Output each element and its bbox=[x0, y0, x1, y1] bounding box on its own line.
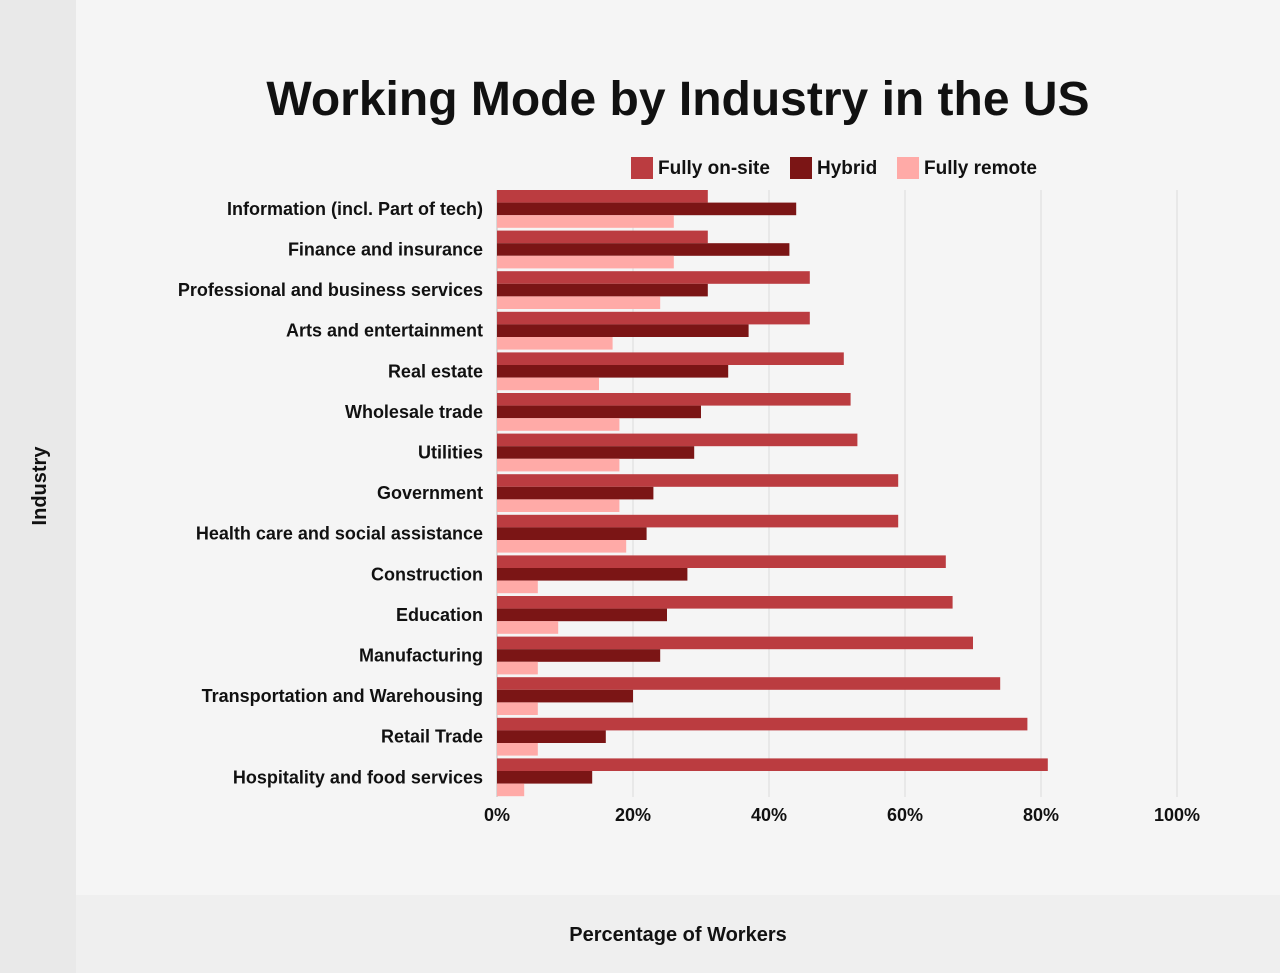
bar-fully-remote bbox=[497, 255, 674, 269]
bar-fully-remote bbox=[497, 743, 538, 756]
left-strip bbox=[0, 0, 76, 973]
bar-fully-remote bbox=[497, 377, 599, 391]
bar-hybrid bbox=[497, 405, 701, 419]
bar-fully-remote bbox=[497, 540, 627, 553]
bar-fully-remote bbox=[497, 296, 661, 309]
legend-label: Fully remote bbox=[924, 158, 1037, 179]
category-label: Wholesale trade bbox=[345, 402, 483, 422]
legend: Fully on-site Hybrid Fully remote bbox=[631, 157, 1037, 179]
bar-fully-on-site bbox=[497, 474, 899, 487]
bar-hybrid bbox=[497, 324, 749, 337]
chart-title: Working Mode by Industry in the US bbox=[266, 73, 1089, 126]
bar-fully-remote bbox=[497, 702, 538, 715]
category-labels: Information (incl. Part of tech) Finance … bbox=[178, 199, 483, 787]
bar-fully-remote bbox=[497, 418, 620, 431]
y-axis-label: Industry bbox=[29, 446, 51, 526]
bar-fully-on-site bbox=[497, 190, 708, 203]
bar-fully-remote bbox=[497, 337, 613, 350]
bar-hybrid bbox=[497, 202, 797, 216]
category-label: Government bbox=[377, 483, 483, 503]
category-label: Retail Trade bbox=[381, 727, 483, 747]
bar-hybrid bbox=[497, 243, 790, 256]
category-label: Transportation and Warehousing bbox=[202, 686, 483, 706]
bar-hybrid bbox=[497, 283, 708, 297]
category-label: Hospitality and food services bbox=[233, 767, 483, 787]
x-tick-label: 80% bbox=[1023, 805, 1059, 825]
bar-hybrid bbox=[497, 730, 606, 743]
bar-fully-on-site bbox=[497, 717, 1028, 731]
bar-fully-on-site bbox=[497, 758, 1048, 771]
category-label: Real estate bbox=[388, 361, 483, 381]
bar-fully-on-site bbox=[497, 636, 973, 650]
legend-swatch bbox=[631, 157, 653, 179]
bar-fully-remote bbox=[497, 458, 620, 472]
bar-fully-on-site bbox=[497, 677, 1001, 690]
bar-fully-on-site bbox=[497, 596, 953, 609]
category-label: Information (incl. Part of tech) bbox=[227, 199, 483, 219]
bottom-band bbox=[76, 895, 1280, 973]
bar-fully-remote bbox=[497, 580, 538, 594]
x-tick-label: 0% bbox=[484, 805, 510, 825]
category-label: Health care and social assistance bbox=[196, 524, 483, 544]
x-tick-label: 40% bbox=[751, 805, 787, 825]
x-tick-label: 100% bbox=[1154, 805, 1200, 825]
bar-hybrid bbox=[497, 689, 633, 703]
bar-hybrid bbox=[497, 365, 729, 378]
legend-swatch bbox=[790, 157, 812, 179]
legend-label: Hybrid bbox=[817, 158, 877, 179]
x-axis-label: Percentage of Workers bbox=[569, 924, 787, 946]
x-tick-label: 60% bbox=[887, 805, 923, 825]
category-label: Manufacturing bbox=[359, 646, 483, 666]
bar-fully-on-site bbox=[497, 230, 708, 244]
bar-hybrid bbox=[497, 568, 688, 581]
bar-hybrid bbox=[497, 608, 667, 622]
bars bbox=[497, 190, 1048, 797]
category-label: Finance and insurance bbox=[288, 240, 483, 260]
category-label: Construction bbox=[371, 564, 483, 584]
bar-fully-on-site bbox=[497, 352, 844, 365]
legend-label: Fully on-site bbox=[658, 158, 770, 179]
bar-fully-remote bbox=[497, 215, 674, 228]
bar-fully-remote bbox=[497, 621, 559, 634]
bar-fully-on-site bbox=[497, 433, 858, 447]
bar-hybrid bbox=[497, 446, 695, 459]
bar-fully-on-site bbox=[497, 311, 810, 325]
bar-fully-remote bbox=[497, 661, 538, 675]
category-label: Arts and entertainment bbox=[286, 321, 483, 341]
bar-hybrid bbox=[497, 486, 654, 500]
x-tick-label: 20% bbox=[615, 805, 651, 825]
category-label: Education bbox=[396, 605, 483, 625]
category-label: Utilities bbox=[418, 443, 483, 463]
x-tick-labels: 0% 20% 40% 60% 80% 100% bbox=[484, 805, 1200, 825]
category-label: Professional and business services bbox=[178, 280, 483, 300]
legend-swatch bbox=[897, 157, 919, 179]
bar-hybrid bbox=[497, 771, 593, 784]
bar-fully-remote bbox=[497, 783, 525, 797]
bar-fully-on-site bbox=[497, 514, 899, 528]
bar-hybrid bbox=[497, 527, 647, 540]
bar-fully-on-site bbox=[497, 555, 946, 568]
bar-fully-remote bbox=[497, 499, 620, 512]
bar-hybrid bbox=[497, 649, 661, 662]
bar-fully-on-site bbox=[497, 393, 851, 406]
bar-fully-on-site bbox=[497, 271, 810, 284]
